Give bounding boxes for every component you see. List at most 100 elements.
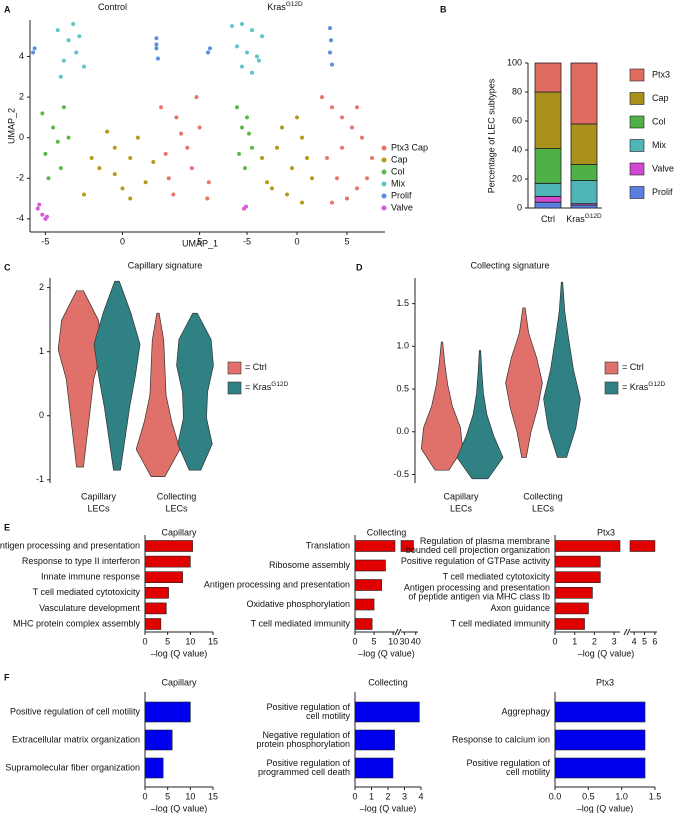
bar: [144, 729, 173, 751]
x-axis-label: UMAP_1: [182, 238, 218, 248]
cell-point: [355, 186, 359, 191]
y-tick-label: 60: [512, 115, 522, 125]
x-axis-label: –log (Q value): [578, 648, 635, 658]
cell-point: [330, 200, 334, 205]
y-tick-label: 80: [512, 86, 522, 96]
cell-point: [159, 105, 164, 110]
y-axis-label: UMAP_2: [6, 108, 16, 144]
cell-point: [285, 192, 289, 197]
cell-point: [74, 50, 79, 55]
cell-point: [81, 192, 86, 197]
y-tick-label: Oxidative phosphorylation: [246, 599, 350, 609]
y-tick-label: Negative regulation of: [262, 730, 350, 740]
cell-point: [325, 155, 329, 160]
legend-swatch: [629, 162, 645, 176]
bar: [354, 579, 382, 591]
y-tick-label: 0: [517, 202, 522, 212]
y-tick-label: 1.5: [396, 298, 409, 308]
cell-point: [340, 115, 344, 120]
bar-segment: [570, 180, 598, 205]
bar-segment: [534, 182, 562, 197]
cell-point: [35, 206, 40, 211]
cell-point: [155, 56, 160, 61]
cell-point: [365, 176, 369, 181]
y-tick-label: Positive regulation of GTPase activity: [401, 556, 551, 566]
cell-point: [32, 46, 37, 51]
cell-point: [243, 166, 247, 171]
y-tick-label: 100: [507, 57, 522, 67]
chart-title: Ptx3: [596, 677, 614, 687]
legend-label: Valve: [391, 202, 413, 212]
y-tick-label: Response to type II interferon: [22, 556, 140, 566]
legend-label: Prolif: [391, 190, 412, 200]
cell-point: [230, 24, 234, 29]
chart-title: Collecting: [368, 677, 408, 687]
x-tick-label: Collecting: [157, 491, 197, 501]
cell-point: [290, 166, 294, 171]
x-tick-label-base: Kras: [566, 214, 585, 224]
cell-point: [46, 176, 51, 181]
panel-title-sup: G12D: [286, 1, 303, 8]
legend-label-sup: G12D: [648, 381, 665, 388]
y-tick-label: 2: [39, 282, 44, 292]
cell-point: [105, 129, 110, 134]
y-tick-label: Supramolecular fiber organization: [5, 762, 140, 772]
x-tick-label: 1.0: [615, 791, 628, 801]
bar: [400, 540, 414, 552]
legend-label-base: = Ctrl: [245, 362, 267, 372]
violin: [176, 312, 214, 471]
cell-point: [300, 200, 304, 205]
legend-swatch: [381, 205, 387, 211]
bar: [144, 540, 193, 552]
bar: [554, 618, 585, 630]
cell-point: [265, 180, 269, 185]
chart-title: Capillary: [161, 677, 197, 687]
y-tick-label: Regulation of plasma membrane: [420, 536, 550, 546]
cell-point: [240, 64, 244, 69]
x-tick-label: 6: [652, 636, 657, 646]
x-tick-label: KrasG12D: [566, 213, 602, 225]
cell-point: [37, 202, 42, 207]
x-axis-label: –log (Q value): [358, 648, 415, 658]
legend-swatch: [629, 139, 645, 152]
bar-segment: [534, 91, 562, 149]
cell-point: [185, 145, 190, 150]
y-tick-label: of peptide antigen via MHC class Ib: [408, 592, 550, 602]
cell-point: [179, 131, 184, 136]
cell-point: [260, 155, 264, 160]
cell-point: [58, 166, 63, 171]
legend-swatch: [381, 193, 387, 199]
x-tick-label: 5: [344, 236, 349, 246]
cell-point: [305, 155, 309, 160]
cell-point: [163, 151, 168, 156]
legend-label-base: = Ctrl: [622, 362, 644, 372]
cell-point: [66, 38, 71, 43]
legend-label-base: = Kras: [622, 382, 649, 392]
bar: [354, 729, 395, 751]
cell-point: [350, 125, 354, 130]
cell-point: [270, 186, 274, 191]
cell-point: [174, 115, 179, 120]
bar-segment: [534, 148, 562, 184]
legend-swatch: [629, 92, 645, 105]
legend-label: Cap: [391, 154, 408, 164]
cell-point: [197, 125, 202, 130]
bar-segment: [534, 201, 562, 209]
bar: [554, 540, 621, 552]
bar-segment: [570, 164, 598, 181]
y-tick-label: programmed cell death: [258, 767, 350, 777]
cell-point: [40, 212, 45, 217]
cell-point: [250, 70, 254, 75]
x-tick-label: 4: [418, 791, 423, 801]
violin: [135, 312, 181, 477]
y-tick-label: Positive regulation of cell motility: [10, 706, 141, 716]
cell-point: [112, 145, 117, 150]
legend-label: Col: [391, 166, 405, 176]
cell-point: [245, 115, 249, 120]
legend-label: = KrasG12D: [245, 381, 289, 393]
cell-point: [245, 50, 249, 55]
y-tick-label: 0.5: [396, 383, 409, 393]
legend-label: = Ctrl: [622, 362, 644, 372]
x-tick-label: 40: [411, 636, 421, 646]
cell-point: [81, 64, 86, 69]
